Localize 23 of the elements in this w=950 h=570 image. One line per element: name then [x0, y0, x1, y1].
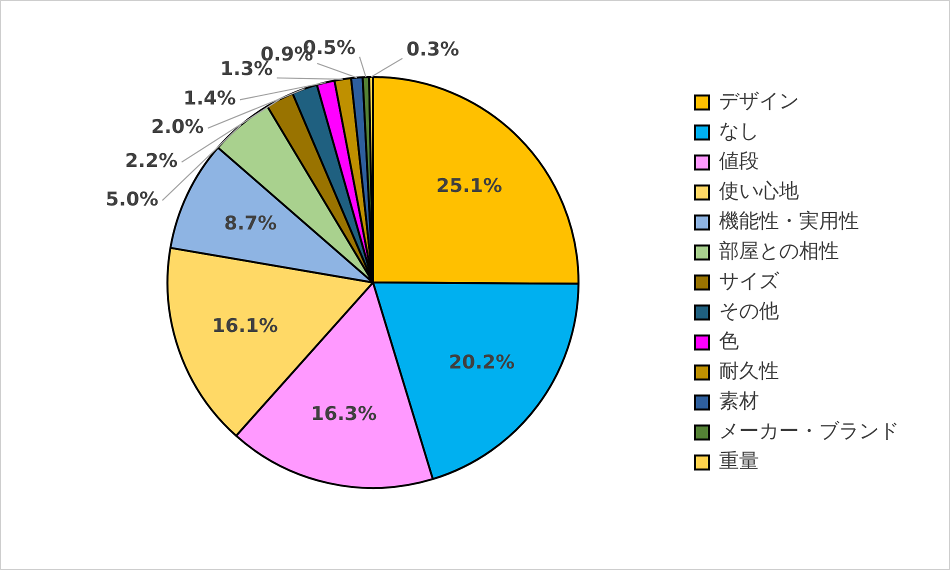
legend-label: メーカー・ブランド [719, 418, 899, 443]
legend-label: その他 [719, 298, 779, 323]
data-label: 1.4% [183, 88, 236, 110]
legend-label: なし [719, 118, 759, 143]
data-label: 20.2% [448, 352, 515, 374]
legend-label: 機能性・実用性 [719, 208, 859, 233]
data-label: 16.3% [310, 402, 377, 425]
data-label: 5.0% [106, 188, 158, 210]
legend-label: サイズ [719, 268, 780, 293]
legend-label: 色 [719, 328, 739, 353]
legend-label: 重量 [719, 448, 759, 473]
legend-label: 部屋との相性 [719, 238, 839, 263]
legend-label: 使い心地 [719, 178, 799, 203]
legend-label: 素材 [719, 388, 759, 413]
data-label: 8.7% [224, 212, 277, 234]
data-label: 2.2% [124, 150, 178, 172]
data-label: 25.1% [436, 174, 502, 197]
legend-label: デザイン [719, 88, 799, 113]
data-label: 0.3% [406, 38, 460, 60]
data-label: 2.0% [151, 116, 204, 138]
legend-label: 値段 [719, 148, 759, 173]
data-label: 16.1% [212, 315, 278, 338]
legend-label: 耐久性 [719, 358, 779, 383]
